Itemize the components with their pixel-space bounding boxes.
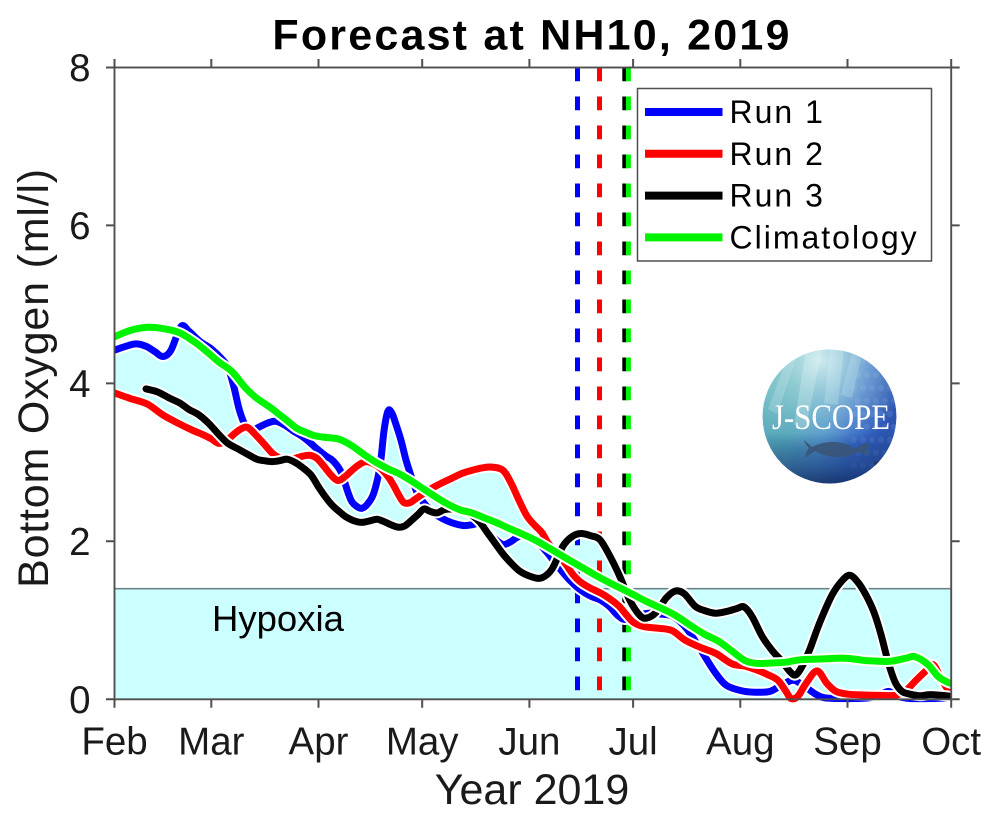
svg-text:Forecast at NH10, 2019: Forecast at NH10, 2019: [272, 12, 791, 60]
svg-text:Run 1: Run 1: [730, 94, 825, 130]
svg-text:Oct: Oct: [921, 721, 981, 764]
svg-text:Run 3: Run 3: [730, 178, 825, 214]
svg-text:J-SCOPE: J-SCOPE: [772, 397, 890, 437]
svg-text:Bottom Oxygen (ml/l): Bottom Oxygen (ml/l): [10, 168, 58, 588]
svg-text:8: 8: [69, 47, 90, 90]
svg-text:Feb: Feb: [81, 721, 147, 764]
svg-text:May: May: [386, 721, 459, 764]
svg-text:Jul: Jul: [608, 721, 657, 764]
svg-text:2: 2: [69, 521, 90, 564]
svg-text:Apr: Apr: [289, 721, 349, 764]
svg-text:Hypoxia: Hypoxia: [212, 598, 345, 639]
svg-text:Mar: Mar: [178, 721, 244, 764]
svg-text:6: 6: [69, 205, 90, 248]
svg-text:4: 4: [69, 363, 90, 406]
svg-text:Run 2: Run 2: [730, 136, 825, 172]
svg-text:Sep: Sep: [813, 721, 882, 764]
svg-text:Aug: Aug: [706, 721, 775, 764]
svg-text:Climatology: Climatology: [730, 219, 919, 255]
svg-text:Jun: Jun: [498, 721, 560, 764]
svg-text:Year 2019: Year 2019: [435, 766, 630, 814]
svg-text:0: 0: [69, 679, 90, 722]
